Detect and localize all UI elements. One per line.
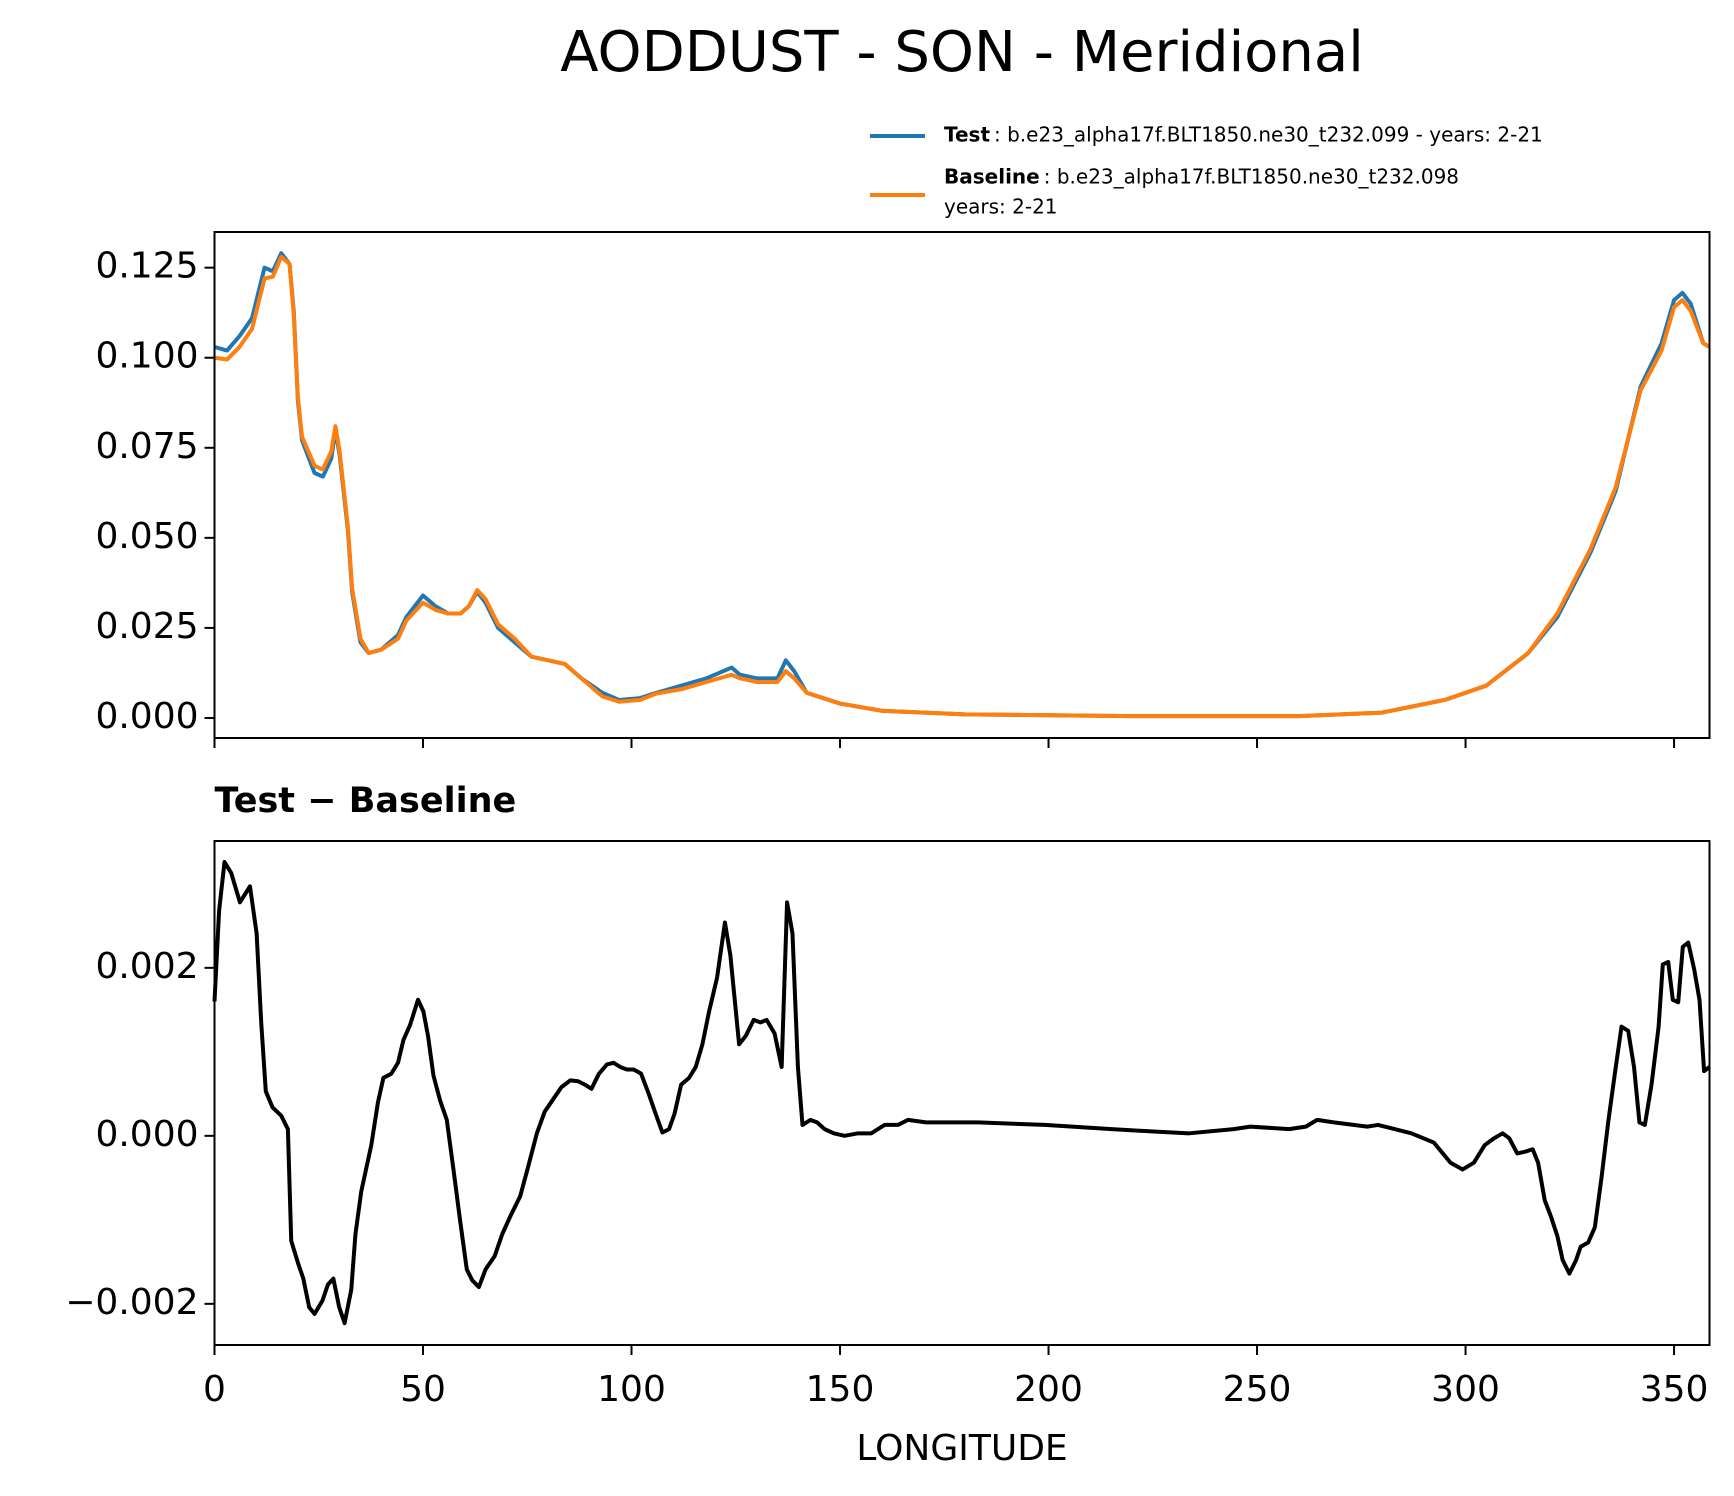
series-line (214, 254, 1711, 719)
panel-title: Test − Baseline (215, 781, 517, 821)
y-tick-label: 0.002 (95, 946, 198, 987)
y-tick-label: 0.125 (95, 246, 198, 287)
y-tick-label: 0.025 (95, 606, 198, 647)
x-tick-label: 250 (1223, 1369, 1292, 1410)
x-axis-label: LONGITUDE (856, 1428, 1067, 1469)
x-tick-label: 300 (1431, 1369, 1500, 1410)
axes-frame (213, 231, 1711, 739)
y-tick-label: 0.050 (95, 516, 198, 557)
x-tick-label: 150 (806, 1369, 875, 1410)
axes-frame (213, 840, 1711, 1346)
y-tick-label: 0.000 (95, 696, 198, 737)
series-line (212, 860, 1711, 1326)
legend-name: Baseline (944, 165, 1040, 189)
x-tick-label: 350 (1640, 1369, 1709, 1410)
figure-title: AODDUST - SON - Meridional (560, 20, 1364, 85)
legend-label: : b.e23_alpha17f.BLT1850.ne30_t232.099 -… (994, 123, 1543, 147)
y-tick-label: 0.100 (95, 336, 198, 377)
x-tick-label: 0 (203, 1369, 226, 1410)
x-tick-label: 50 (400, 1369, 446, 1410)
x-tick-label: 100 (597, 1369, 666, 1410)
y-tick-label: −0.002 (65, 1282, 198, 1323)
x-tick-label: 200 (1014, 1369, 1083, 1410)
y-tick-label: 0.075 (95, 426, 198, 467)
legend-name: Test (944, 123, 990, 147)
y-tick-label: 0.000 (95, 1114, 198, 1155)
legend-label: : b.e23_alpha17f.BLT1850.ne30_t232.098 (1044, 165, 1459, 189)
legend-label: years: 2-21 (944, 195, 1058, 219)
